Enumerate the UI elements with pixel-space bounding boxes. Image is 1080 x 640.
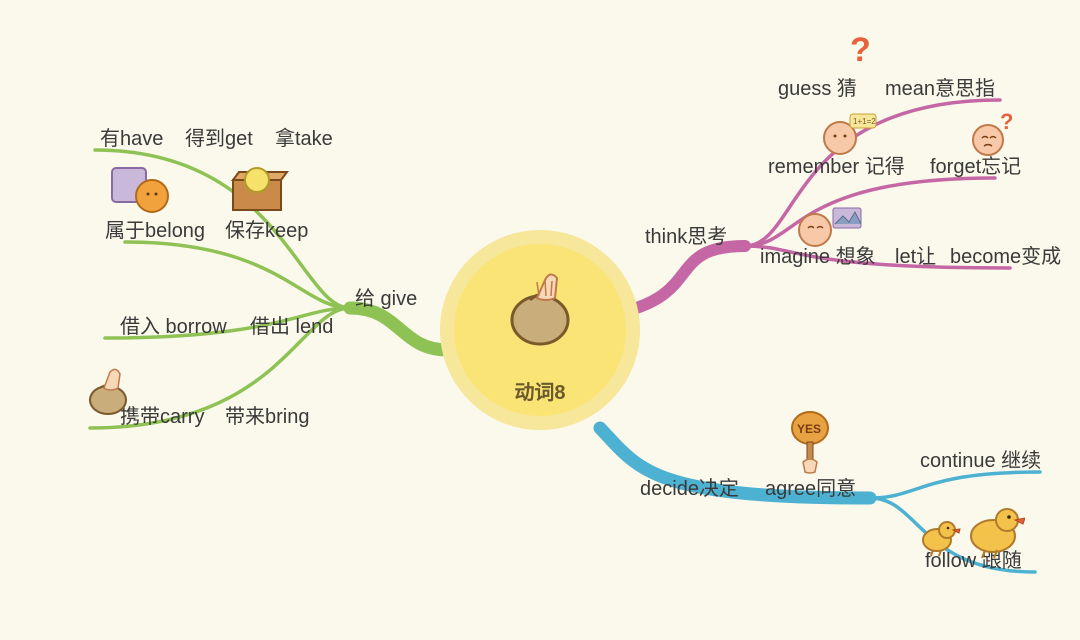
branch-decide-label: decide决定 — [640, 478, 739, 500]
keep-box-icon — [225, 160, 295, 215]
leaf-label: forget忘记 — [930, 156, 1021, 178]
leaf-label: 有have — [100, 128, 163, 150]
leaf-label: 得到get — [185, 128, 253, 150]
svg-text:1+1=2: 1+1=2 — [853, 117, 876, 126]
center-label: 动词8 — [440, 382, 640, 404]
face-imagine-icon — [795, 200, 865, 250]
branch-agree-label: agree同意 — [765, 478, 856, 500]
leaf-label: 带来bring — [225, 406, 309, 428]
hand-bag-icon — [495, 260, 585, 350]
leaf-label: continue 继续 — [920, 450, 1041, 472]
leaf-label: become变成 — [950, 246, 1061, 268]
leaf-label: 借入 borrow — [120, 316, 227, 338]
leaf-label: let让 — [895, 246, 936, 268]
leaf-label: remember 记得 — [768, 156, 905, 178]
leaf-label: 拿take — [275, 128, 333, 150]
carry-bag-icon — [80, 362, 135, 417]
face-remember-icon: 1+1=2 — [820, 108, 880, 158]
leaf-label: mean意思指 — [885, 78, 995, 100]
leaf-label: 保存keep — [225, 220, 308, 242]
question-mark-icon: ? — [850, 32, 871, 69]
leaf-label: guess 猜 — [778, 78, 857, 100]
ducks-follow-icon — [905, 490, 1025, 560]
branch-give-label: 给 give — [355, 288, 417, 310]
svg-text:YES: YES — [797, 422, 821, 436]
leaf-label: 属于belong — [105, 220, 205, 242]
face-forget-icon — [968, 118, 1008, 158]
branch-think-label: think思考 — [645, 226, 727, 248]
leaf-label: 借出 lend — [250, 316, 333, 338]
center-node: 动词8 — [440, 230, 640, 430]
yes-sign-icon: YES — [785, 410, 835, 480]
belong-icon — [108, 162, 178, 217]
